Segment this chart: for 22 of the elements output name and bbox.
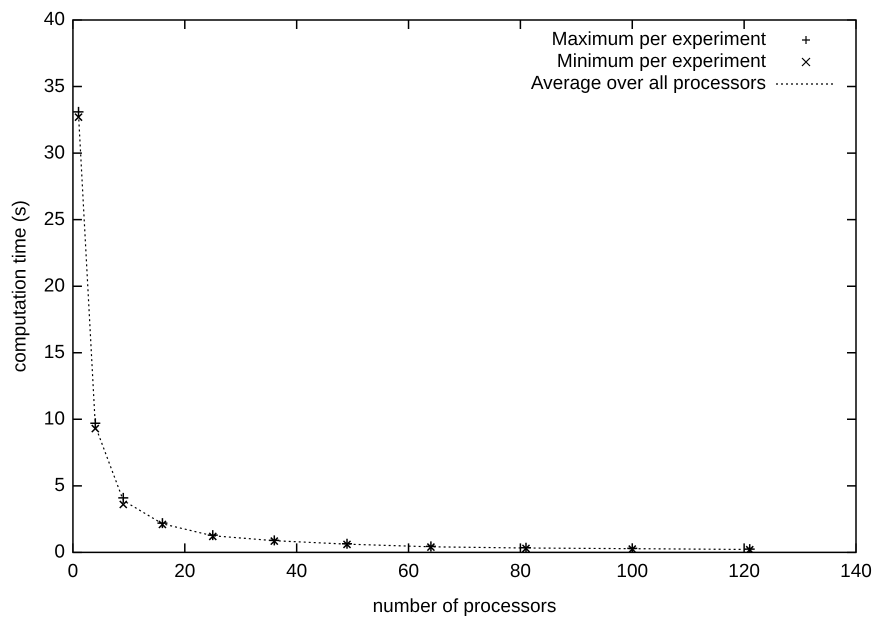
x-tick-label: 120 (728, 561, 760, 582)
x-tick-label: 80 (510, 561, 531, 582)
y-tick-label: 5 (54, 475, 65, 496)
legend-label: Maximum per experiment (552, 29, 767, 50)
x-tick-label: 40 (286, 561, 308, 582)
y-tick-label: 30 (44, 142, 65, 164)
x-tick-label: 100 (616, 561, 648, 582)
legend-label: Minimum per experiment (556, 51, 767, 72)
x-tick-label: 0 (68, 561, 78, 582)
y-tick-label: 35 (44, 76, 65, 97)
y-tick-label: 10 (44, 408, 65, 430)
y-tick-label: 15 (44, 342, 65, 363)
y-tick-label: 25 (44, 208, 65, 230)
y-tick-label: 20 (44, 275, 65, 296)
x-tick-label: 20 (174, 561, 196, 582)
x-axis-title: number of processors (372, 596, 556, 617)
y-tick-label: 0 (54, 542, 65, 563)
x-tick-label: 140 (840, 561, 872, 582)
x-tick-label: 60 (398, 561, 420, 582)
y-tick-label: 40 (44, 9, 65, 30)
y-axis-title: computation time (s) (10, 200, 31, 372)
legend-label: Average over all processors (530, 73, 766, 94)
